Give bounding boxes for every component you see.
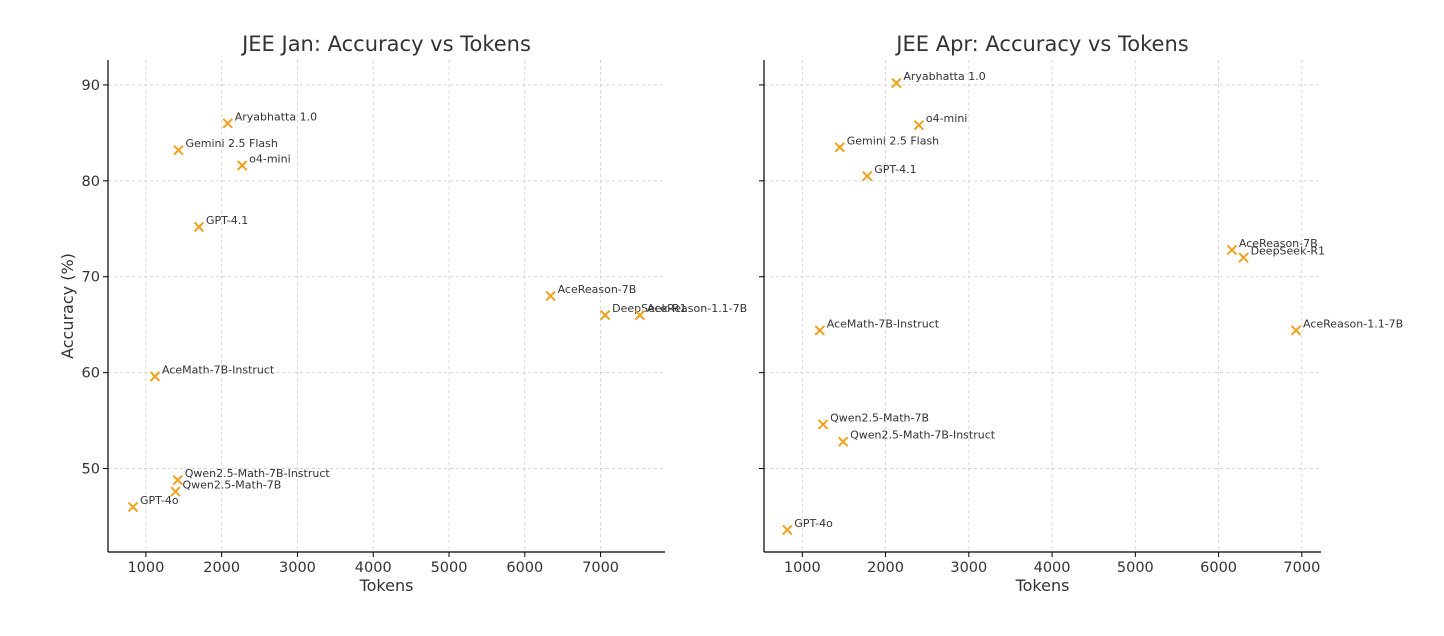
data-point: Aryabhatta 1.0 <box>891 70 986 89</box>
point-marker <box>127 501 139 513</box>
chart-title: JEE Jan: Accuracy vs Tokens <box>240 32 531 56</box>
point-marker <box>1238 252 1249 263</box>
point-label: Qwen2.5-Math-7B <box>830 411 929 424</box>
point-marker <box>193 221 205 233</box>
point-label: Qwen2.5-Math-7B <box>182 479 281 492</box>
x-tick-label: 6000 <box>506 560 543 576</box>
point-marker <box>862 170 873 182</box>
data-point: GPT-4.1 <box>193 214 248 233</box>
data-point: GPT-4.1 <box>862 163 917 182</box>
data-point: o4-mini <box>913 112 968 131</box>
x-tick-label: 5000 <box>1117 560 1154 576</box>
point-label: GPT-4.1 <box>874 163 916 176</box>
y-tick-label: 80 <box>82 174 100 190</box>
point-label: GPT-4o <box>140 494 179 507</box>
chart-title: JEE Apr: Accuracy vs Tokens <box>894 32 1188 56</box>
chart-panel-2: 1000 2000 3000 4000 5000 6000 7000 JEE Apr: Acc… <box>759 32 1403 595</box>
point-label: AceMath-7B-Instruct <box>162 363 275 376</box>
point-label: Qwen2.5-Math-7B-Instruct <box>850 429 996 442</box>
x-tick-label: 1000 <box>784 560 821 576</box>
x-tick-label: 6000 <box>1200 560 1237 576</box>
point-label: o4-mini <box>926 112 968 125</box>
data-point: Aryabhatta 1.0 <box>222 110 317 129</box>
y-tick-label: 90 <box>82 78 100 94</box>
data-point: AceReason-1.1-7B <box>1290 317 1403 336</box>
point-marker <box>170 486 181 497</box>
x-tick-label: 3000 <box>279 560 316 576</box>
data-point: Qwen2.5-Math-7B <box>817 411 929 430</box>
data-point: GPT-4o <box>127 494 179 513</box>
x-axis-label: Tokens <box>1015 576 1070 595</box>
point-marker <box>834 142 845 153</box>
point-marker <box>814 325 825 336</box>
point-label: Aryabhatta 1.0 <box>235 110 317 123</box>
data-point: GPT-4o <box>782 517 833 536</box>
point-label: DeepSeek-R1 <box>612 302 687 315</box>
point-marker <box>599 309 611 321</box>
point-marker <box>172 474 183 486</box>
y-axis-label: Accuracy (%) <box>58 253 77 359</box>
point-marker <box>817 419 829 430</box>
data-point: DeepSeek-R1 <box>599 302 687 321</box>
y-tick-label: 50 <box>82 462 100 478</box>
point-label: AceReason-7B <box>1239 237 1318 250</box>
x-tick-label: 4000 <box>355 560 392 576</box>
x-tick-label: 4000 <box>1034 560 1071 576</box>
x-tick-label: 2000 <box>203 560 240 576</box>
point-marker <box>222 118 233 129</box>
point-marker <box>149 371 161 382</box>
chart-panel-1: 1000 2000 3000 4000 5000 6000 7000 50 60 70 80 90 JE… <box>58 32 747 595</box>
point-marker <box>782 524 793 536</box>
x-tick-label: 3000 <box>950 560 987 576</box>
point-label: AceReason-7B <box>558 283 637 296</box>
point-label: AceMath-7B-Instruct <box>827 317 940 330</box>
point-label: DeepSeek-R1 <box>1251 245 1326 258</box>
point-label: o4-mini <box>249 152 291 165</box>
x-tick-label: 1000 <box>127 560 164 576</box>
data-point: AceReason-7B <box>1226 237 1318 256</box>
point-marker <box>891 77 902 89</box>
point-label: Gemini 2.5 Flash <box>847 134 939 147</box>
data-point: DeepSeek-R1 <box>1238 245 1326 263</box>
data-point: AceMath-7B-Instruct <box>149 363 275 382</box>
point-label: Qwen2.5-Math-7B-Instruct <box>185 467 331 480</box>
data-point: AceReason-1.1-7B <box>634 302 747 321</box>
point-marker <box>1226 244 1238 256</box>
data-point: Qwen2.5-Math-7B <box>170 479 281 497</box>
data-point: AceReason-7B <box>545 283 637 302</box>
x-tick-label: 5000 <box>431 560 468 576</box>
point-marker <box>634 309 646 321</box>
x-tick-label: 7000 <box>582 560 619 576</box>
x-axis-label: Tokens <box>359 576 414 595</box>
y-tick-label: 60 <box>82 366 100 382</box>
data-point: AceMath-7B-Instruct <box>814 317 940 336</box>
point-label: Aryabhatta 1.0 <box>903 70 985 83</box>
point-marker <box>837 436 849 447</box>
point-marker <box>545 290 556 302</box>
point-marker <box>913 120 925 131</box>
point-marker <box>173 144 184 156</box>
data-point: o4-mini <box>236 152 291 171</box>
point-marker <box>236 160 248 171</box>
data-point: Gemini 2.5 Flash <box>834 134 939 153</box>
x-tick-label: 2000 <box>867 560 904 576</box>
point-marker <box>1290 325 1302 336</box>
point-label: Gemini 2.5 Flash <box>185 137 277 150</box>
data-point: Qwen2.5-Math-7B-Instruct <box>172 467 331 486</box>
data-point: Gemini 2.5 Flash <box>173 137 278 156</box>
point-label: AceReason-1.1-7B <box>1303 317 1403 330</box>
point-label: GPT-4.1 <box>206 214 248 227</box>
x-tick-label: 7000 <box>1283 560 1320 576</box>
data-point: Qwen2.5-Math-7B-Instruct <box>837 429 996 447</box>
point-label: GPT-4o <box>794 517 833 530</box>
point-label: AceReason-1.1-7B <box>647 302 747 315</box>
y-tick-label: 70 <box>82 270 100 286</box>
